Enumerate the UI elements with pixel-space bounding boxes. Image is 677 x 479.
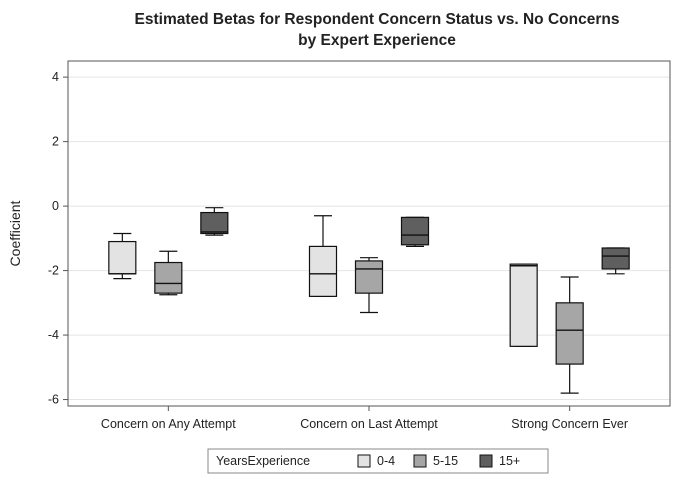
iqr-box bbox=[400, 216, 430, 246]
legend-item-0-4: 0-4 bbox=[357, 454, 395, 468]
box-5-15 bbox=[354, 257, 384, 314]
legend-item-15+: 15+ bbox=[479, 454, 520, 468]
iqr-box bbox=[154, 261, 183, 294]
legend-swatch bbox=[357, 454, 371, 468]
box-0-4 bbox=[509, 263, 538, 347]
box-15+ bbox=[601, 247, 630, 275]
x-tick-label: Strong Concern Ever bbox=[511, 417, 628, 431]
box-series bbox=[108, 207, 630, 394]
y-axis-title: Coefficient bbox=[7, 200, 23, 266]
chart-title: Estimated Betas for Respondent Concern S… bbox=[135, 11, 620, 28]
y-tick-label: -2 bbox=[48, 264, 59, 278]
iqr-box bbox=[108, 240, 137, 275]
legend-swatch bbox=[413, 454, 427, 468]
iqr-box bbox=[354, 260, 384, 294]
chart-subtitle: by Expert Experience bbox=[298, 32, 456, 49]
box-0-4 bbox=[108, 232, 137, 280]
box-5-15 bbox=[555, 276, 584, 394]
y-tick-label: 0 bbox=[52, 199, 59, 213]
x-tick-label: Concern on Any Attempt bbox=[101, 417, 236, 431]
box-0-4 bbox=[308, 215, 338, 297]
iqr-box bbox=[601, 247, 630, 270]
legend-item-5-15: 5-15 bbox=[413, 454, 458, 468]
legend-swatch bbox=[479, 454, 493, 468]
iqr-box bbox=[200, 211, 229, 235]
y-tick-label: 2 bbox=[52, 135, 59, 149]
y-tick-label: 4 bbox=[52, 70, 59, 84]
x-axis: Concern on Any Attempt Concern on Last At… bbox=[101, 406, 628, 431]
iqr-box bbox=[308, 245, 338, 297]
y-axis: -6 -4 -2 0 2 4 bbox=[48, 70, 68, 407]
y-tick-label: -4 bbox=[48, 328, 59, 342]
box-5-15 bbox=[154, 250, 183, 296]
legend-label: 15+ bbox=[499, 454, 520, 468]
y-tick-label: -6 bbox=[48, 393, 59, 407]
legend-label: 5-15 bbox=[433, 454, 458, 468]
legend-label: 0-4 bbox=[377, 454, 395, 468]
legend: YearsExperience 0-4 5-15 15+ bbox=[207, 448, 549, 474]
iqr-box bbox=[555, 302, 584, 365]
iqr-box bbox=[509, 263, 538, 347]
legend-title: YearsExperience bbox=[216, 454, 310, 468]
box-15+ bbox=[200, 207, 229, 236]
box-15+ bbox=[400, 216, 430, 247]
x-tick-label: Concern on Last Attempt bbox=[300, 417, 438, 431]
